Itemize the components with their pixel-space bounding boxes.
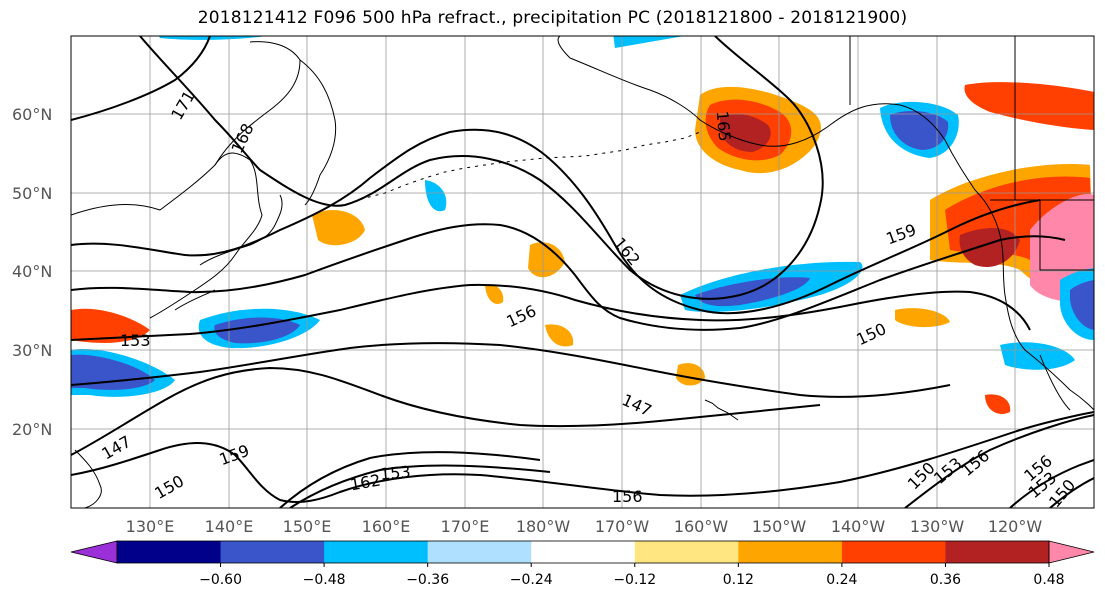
colorbar-tick-label: −0.48 (303, 572, 346, 588)
colorbar-tick-label: −0.24 (510, 572, 553, 588)
colorbar-cell (427, 541, 532, 563)
colorbar-ticks: −0.60 −0.48 −0.36 −0.24 −0.12 0.12 0.24 0.36 0.4… (199, 563, 1065, 588)
contour-label: 156 (612, 487, 643, 506)
lon-label: 130°E (126, 517, 175, 536)
colorbar-tick-label: 0.48 (1033, 572, 1064, 588)
lon-label: 160°W (674, 517, 729, 536)
lat-label: 50°N (12, 184, 52, 203)
lon-label: 170°E (441, 517, 490, 536)
colorbar-cell (738, 541, 843, 563)
colorbar-extend-max (1048, 540, 1095, 564)
colorbar-tick-label: −0.36 (406, 572, 449, 588)
lon-label: 140°W (831, 517, 886, 536)
lon-label: 170°W (595, 517, 650, 536)
colorbar-tick-label: −0.60 (199, 572, 242, 588)
contour-label: 153 (120, 331, 151, 350)
map-frame (70, 35, 1095, 509)
colorbar-extend-min (70, 540, 118, 564)
refractivity-contours (71, 36, 1094, 508)
colorbar-tick-label: −0.12 (613, 572, 656, 588)
colorbar-cell (220, 541, 325, 563)
colorbar-tick-label: 0.36 (930, 572, 961, 588)
lon-label: 180°W (516, 517, 571, 536)
colorbar-cell (945, 541, 1050, 563)
colorbar-frame (116, 540, 1050, 564)
lon-label: 120°W (988, 517, 1043, 536)
colorbar-cell (841, 541, 946, 563)
contour-label: 153 (379, 462, 411, 484)
latitude-labels: 60°N 50°N 40°N 30°N 20°N (12, 105, 52, 439)
lon-label: 130°W (910, 517, 965, 536)
lon-label: 150°E (283, 517, 332, 536)
colorbar-tick-label: 0.24 (826, 572, 857, 588)
lon-label: 160°E (362, 517, 411, 536)
colorbar-cell (531, 541, 636, 563)
colorbar-cells (117, 541, 1050, 563)
longitude-labels: 130°E 140°E 150°E 160°E 170°E 180°W 170°… (126, 517, 1043, 536)
lat-label: 60°N (12, 105, 52, 124)
lon-label: 140°E (205, 517, 254, 536)
colorbar-cell (634, 541, 739, 563)
lon-label: 150°W (752, 517, 807, 536)
contour-label: 165 (713, 110, 735, 142)
colorbar-tick-label: 0.12 (723, 572, 754, 588)
lat-label: 20°N (12, 420, 52, 439)
colorbar: −0.60 −0.48 −0.36 −0.24 −0.12 0.12 0.24 0.36 0.4… (70, 540, 1095, 588)
colorbar-cell (324, 541, 429, 563)
colorbar-cell (117, 541, 222, 563)
map-title: 2018121412 F096 500 hPa refract., precip… (197, 8, 908, 28)
lat-label: 30°N (12, 341, 52, 360)
lat-label: 40°N (12, 262, 52, 281)
